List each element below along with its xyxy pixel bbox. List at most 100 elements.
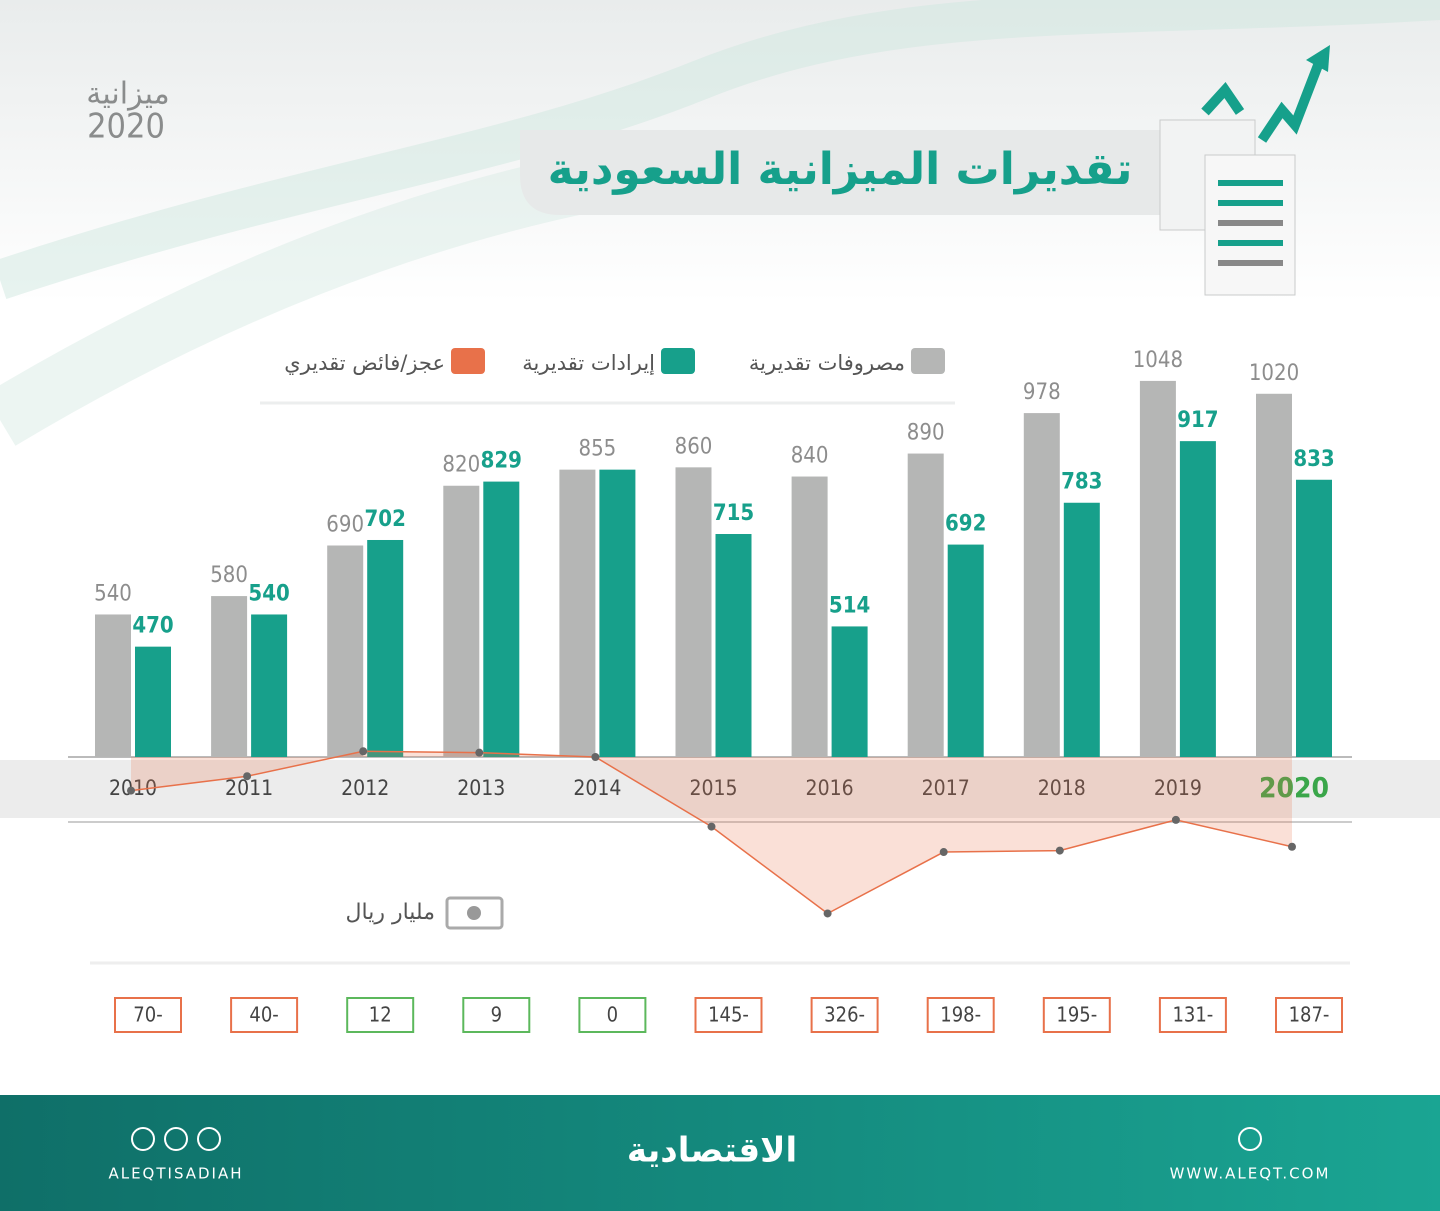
value-label: 860 <box>675 434 713 459</box>
deficit-point <box>707 822 716 831</box>
value-label: 540 <box>94 581 132 606</box>
deficit-box <box>114 997 182 1033</box>
x-tick-label: 2013 <box>457 776 505 800</box>
bar <box>483 481 520 757</box>
bar <box>715 534 752 757</box>
x-tick-label: 2015 <box>689 776 737 800</box>
legend-swatch <box>661 348 695 374</box>
deficit-point <box>1288 842 1296 851</box>
footer-social: ALEQTISADIAH <box>108 1165 243 1183</box>
value-label: 580 <box>210 563 248 588</box>
deficit-point <box>475 748 484 757</box>
deficit-box <box>1042 997 1111 1033</box>
value-label: 917 <box>1177 408 1218 433</box>
bar <box>559 469 596 757</box>
value-label: 783 <box>1061 470 1102 495</box>
x-tick-label: 2014 <box>573 776 621 800</box>
value-label: 514 <box>829 593 870 618</box>
bar <box>95 614 131 757</box>
deficit-box <box>1158 997 1227 1033</box>
legend-swatch <box>451 348 485 374</box>
bar <box>675 467 712 757</box>
x-tick-label: 2012 <box>341 776 389 800</box>
bar <box>211 596 248 757</box>
footer <box>0 1095 1440 1211</box>
decor-wave <box>0 0 1440 299</box>
x-tick-label: 2011 <box>225 776 273 800</box>
bar <box>443 485 480 757</box>
deficit-point <box>591 753 600 761</box>
deficit-point <box>823 909 832 918</box>
deficit-box <box>462 997 531 1033</box>
category-band <box>0 760 1440 818</box>
bar <box>831 626 868 757</box>
bar <box>947 544 984 757</box>
value-label: 840 <box>791 444 829 469</box>
value-label: 820 <box>442 453 480 478</box>
bar <box>599 469 636 757</box>
legend-label: مصروفات تقديرية <box>749 351 905 375</box>
x-tick-label: 2017 <box>922 776 970 800</box>
chart-title: تقديرات الميزانية السعودية <box>548 144 1133 195</box>
deficit-box <box>926 997 995 1033</box>
social-icons <box>131 1127 1262 1151</box>
bar <box>1139 380 1176 757</box>
value-label: 829 <box>481 449 522 474</box>
deficit-box <box>810 997 879 1033</box>
deficit-point <box>1055 846 1064 855</box>
deficit-label: 187- <box>1289 1003 1330 1027</box>
decor-wave <box>0 150 606 446</box>
deficit-box <box>694 997 763 1033</box>
title-banner <box>520 130 1180 215</box>
deficit-label: 70- <box>133 1003 162 1027</box>
value-label: 715 <box>713 501 754 526</box>
value-label: 833 <box>1293 447 1334 472</box>
bar <box>135 646 171 757</box>
deficit-label: 326- <box>824 1003 865 1027</box>
deficit-label: 195- <box>1056 1003 1097 1027</box>
deficit-box <box>230 997 299 1033</box>
bar <box>367 539 404 757</box>
value-label: 1020 <box>1249 361 1299 386</box>
deficit-box <box>578 997 647 1033</box>
bar <box>251 614 288 757</box>
x-tick-label: 2016 <box>806 776 854 800</box>
value-label: 702 <box>365 507 406 532</box>
deficit-label: 40- <box>249 1003 278 1027</box>
x-tick-label: 2018 <box>1038 776 1086 800</box>
value-label: 1048 <box>1133 348 1183 373</box>
bar <box>1256 393 1292 757</box>
footer-brand: الاقتصادية <box>627 1131 797 1171</box>
footer-site: WWW.ALEQT.COM <box>1170 1165 1331 1183</box>
x-tick-label: 2019 <box>1154 776 1202 800</box>
unit-label: مليار ريال <box>346 900 435 925</box>
value-label: 690 <box>326 513 364 538</box>
deficit-point <box>127 786 135 795</box>
logo-year: 2020 <box>87 107 165 147</box>
deficit-label: 131- <box>1172 1003 1213 1027</box>
legend-label: إيرادات تقديرية <box>522 351 655 376</box>
value-label: 855 <box>579 437 617 462</box>
x-tick-label: 2020 <box>1259 771 1329 804</box>
deficit-label: 145- <box>708 1003 749 1027</box>
value-label: 890 <box>907 421 945 446</box>
unit-icon <box>467 906 481 920</box>
deficit-point <box>243 772 252 781</box>
deficit-box <box>346 997 415 1033</box>
bar <box>1296 479 1332 757</box>
deficit-box <box>1275 997 1343 1033</box>
unit-icon <box>445 896 504 930</box>
legend-swatch <box>911 348 945 374</box>
deficit-area <box>131 751 1292 914</box>
deficit-point <box>359 747 368 756</box>
deficit-label: 198- <box>940 1003 981 1027</box>
logo-name: ميزانية <box>86 77 170 112</box>
deficit-label: 9 <box>491 1003 502 1027</box>
bar <box>1023 413 1060 757</box>
value-label: 692 <box>945 512 986 537</box>
bar <box>791 476 828 757</box>
bar <box>1179 441 1216 757</box>
value-label: 978 <box>1023 380 1061 405</box>
legend-label: عجز/فائض تقديري <box>284 351 445 375</box>
